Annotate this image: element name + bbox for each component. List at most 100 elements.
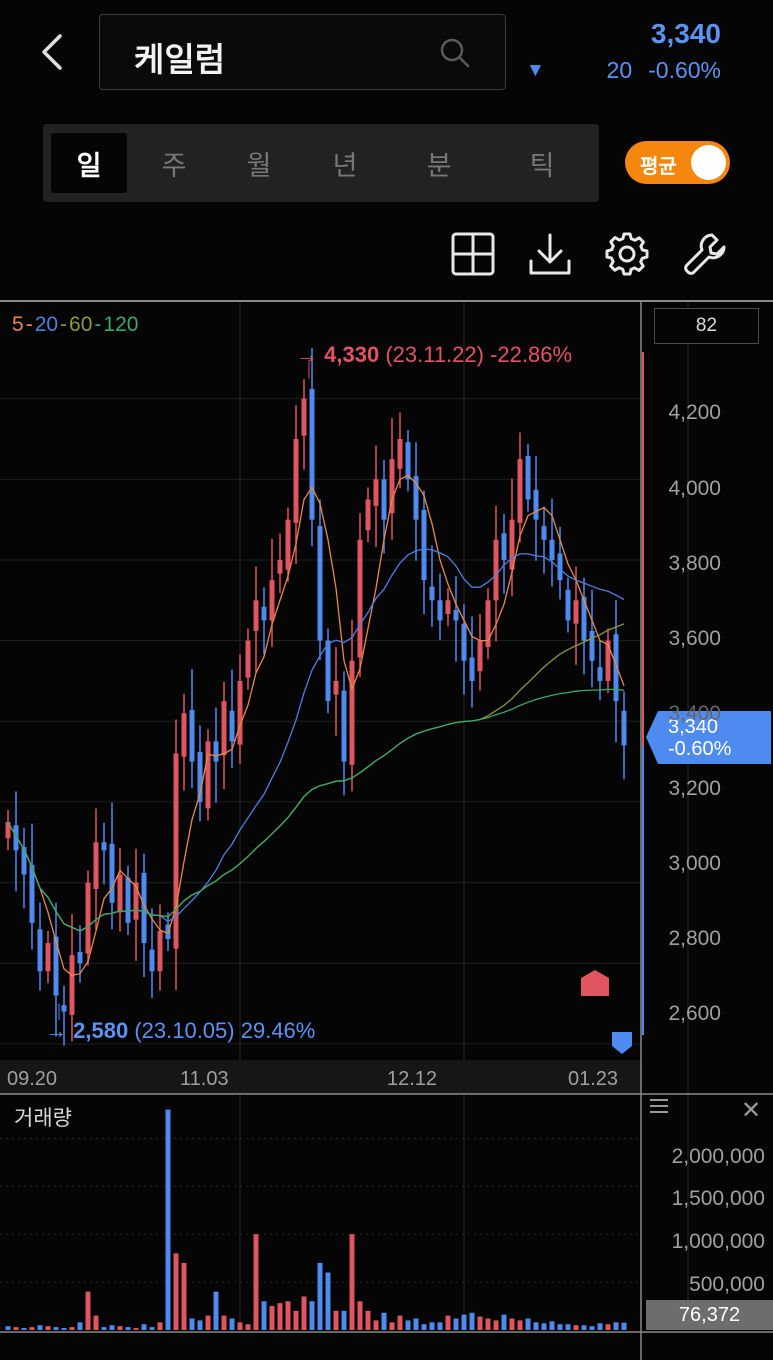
volume-bar xyxy=(93,1315,99,1330)
volume-bar xyxy=(525,1318,531,1330)
y-tick-label: 3,200 xyxy=(668,777,721,800)
candle-body xyxy=(453,609,459,621)
candle-body xyxy=(509,519,515,570)
volume-bar xyxy=(69,1327,75,1330)
low-pct: 29.46% xyxy=(240,1018,316,1043)
menu-icon[interactable] xyxy=(650,1098,668,1114)
grid-layout-icon xyxy=(451,232,495,276)
volume-bar xyxy=(245,1324,251,1330)
download-button[interactable] xyxy=(526,228,574,280)
volume-bar xyxy=(557,1324,563,1330)
candle-body xyxy=(69,955,75,1015)
average-toggle-label: 평균 xyxy=(640,156,677,178)
candle-body xyxy=(21,847,27,875)
layout-button[interactable] xyxy=(449,228,497,280)
volume-bar xyxy=(317,1262,323,1330)
settings-button[interactable] xyxy=(603,228,651,280)
volume-bar xyxy=(493,1320,499,1330)
volume-bar xyxy=(45,1326,51,1330)
volume-bar xyxy=(277,1303,283,1330)
stock-search-field[interactable]: 케일럼 xyxy=(99,14,506,90)
candle-body xyxy=(525,455,531,500)
candle-body xyxy=(125,877,131,923)
candle-body xyxy=(221,701,227,756)
volume-bar xyxy=(533,1322,539,1330)
candle-body xyxy=(389,459,395,514)
ma120-line xyxy=(7,688,625,932)
period-tabs: 일 주 월 년 분 틱 xyxy=(43,124,599,202)
volume-bar xyxy=(397,1315,403,1330)
volume-bar xyxy=(37,1325,43,1330)
candle-body xyxy=(541,526,547,540)
candle-body xyxy=(373,479,379,506)
volume-bar xyxy=(173,1253,179,1330)
candle-body xyxy=(173,753,179,949)
price-chart[interactable] xyxy=(0,302,773,1360)
average-toggle[interactable]: 평균 xyxy=(625,141,730,184)
candle-body xyxy=(133,882,139,920)
candle-body xyxy=(325,640,331,702)
volume-bar xyxy=(445,1315,451,1330)
volume-bar xyxy=(325,1272,331,1330)
tab-tick[interactable]: 틱 xyxy=(529,150,555,181)
volume-bar xyxy=(85,1291,91,1330)
tab-day[interactable]: 일 xyxy=(51,133,127,193)
candle-body xyxy=(61,1005,67,1012)
stock-name: 케일럼 xyxy=(134,41,226,78)
volume-bar xyxy=(589,1326,595,1330)
ma5-legend: 5 xyxy=(12,313,24,336)
candle-body xyxy=(237,680,243,745)
high-pct: -22.86% xyxy=(490,342,573,367)
ma20-line xyxy=(7,548,625,932)
candle-body xyxy=(621,710,627,746)
candle-body xyxy=(37,929,43,972)
volume-bar xyxy=(77,1322,83,1330)
back-button[interactable] xyxy=(30,24,76,80)
ma60-line xyxy=(7,623,625,932)
tools-button[interactable] xyxy=(681,228,729,280)
volume-bar xyxy=(101,1327,107,1330)
volume-bar xyxy=(581,1325,587,1330)
volume-bar xyxy=(5,1326,11,1330)
candle-body xyxy=(245,640,251,678)
candle-body xyxy=(421,509,427,581)
tab-week[interactable]: 주 xyxy=(161,150,187,181)
volume-bar xyxy=(437,1322,443,1330)
x-tick-label: 09.20 xyxy=(7,1068,58,1090)
volume-bar xyxy=(341,1310,347,1330)
indicator-value-box[interactable]: 82 xyxy=(654,308,759,344)
candle-body xyxy=(605,640,611,681)
volume-y-tick-label: 1,500,000 xyxy=(671,1187,765,1210)
candle-body xyxy=(29,864,35,923)
tab-month[interactable]: 월 xyxy=(246,150,272,181)
candle-body xyxy=(197,751,203,802)
y-tick-label: 2,800 xyxy=(668,927,721,950)
tab-year[interactable]: 년 xyxy=(332,150,358,181)
chevron-left-icon xyxy=(42,34,62,70)
volume-bar xyxy=(29,1327,35,1330)
candle-body xyxy=(501,533,507,560)
volume-bar xyxy=(509,1318,515,1330)
volume-y-tick-label: 500,000 xyxy=(689,1273,765,1296)
tab-minute[interactable]: 분 xyxy=(426,150,452,181)
close-icon[interactable]: ✕ xyxy=(741,1097,762,1124)
volume-bar xyxy=(381,1312,387,1330)
volume-bar xyxy=(413,1318,419,1330)
y-tick-label: 2,600 xyxy=(668,1002,721,1025)
candle-body xyxy=(13,825,19,851)
volume-bar xyxy=(165,1109,171,1330)
volume-bar xyxy=(157,1322,163,1330)
candle-body xyxy=(301,398,307,436)
candle-body xyxy=(261,606,267,621)
download-icon xyxy=(529,233,571,275)
volume-bar xyxy=(389,1322,395,1330)
candle-body xyxy=(565,589,571,621)
volume-y-tick-label: 2,000,000 xyxy=(671,1145,765,1168)
volume-bar xyxy=(229,1318,235,1330)
sell-signal-icon xyxy=(612,1032,632,1054)
x-tick-label: 01.23 xyxy=(568,1068,619,1090)
search-icon[interactable] xyxy=(439,37,471,69)
volume-bar xyxy=(365,1310,371,1330)
change-percent: -0.60% xyxy=(648,57,721,83)
candle-body xyxy=(253,600,259,631)
